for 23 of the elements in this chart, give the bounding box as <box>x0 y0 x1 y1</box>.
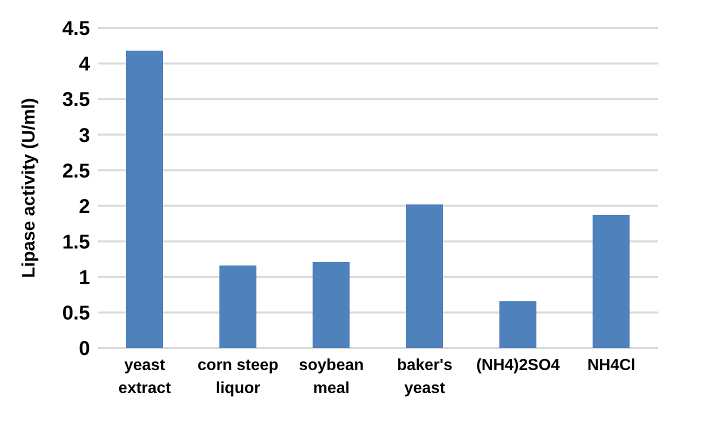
y-axis-title: Lipase activity (U/ml) <box>18 98 38 278</box>
x-tick-label: soybean meal <box>298 357 364 397</box>
x-tick-label: baker's yeast <box>396 357 452 397</box>
y-tick-label: 2 <box>78 196 90 218</box>
bar <box>406 204 443 348</box>
bar <box>499 301 536 348</box>
y-tick-label: 1 <box>78 266 90 289</box>
x-tick-label: (NH4)2SO4 <box>476 357 560 374</box>
x-tick-label: NH4Cl <box>587 357 636 374</box>
y-tick-label: 3.5 <box>62 89 90 112</box>
bar <box>592 215 630 348</box>
y-tick-label: 0.5 <box>62 302 90 325</box>
bar <box>219 266 256 348</box>
y-tick-label: 3 <box>78 124 90 147</box>
x-tick-label: yeast extract <box>118 357 172 397</box>
bar <box>126 50 163 348</box>
y-tick-label: 4.5 <box>62 18 90 40</box>
y-tick-label: 1.5 <box>62 231 90 254</box>
y-tick-label: 4 <box>78 54 91 76</box>
x-tick-label: corn steep liquor <box>198 357 279 397</box>
bar <box>312 262 350 348</box>
y-tick-label: 2.5 <box>62 160 90 182</box>
y-tick-label: 0 <box>78 338 90 360</box>
